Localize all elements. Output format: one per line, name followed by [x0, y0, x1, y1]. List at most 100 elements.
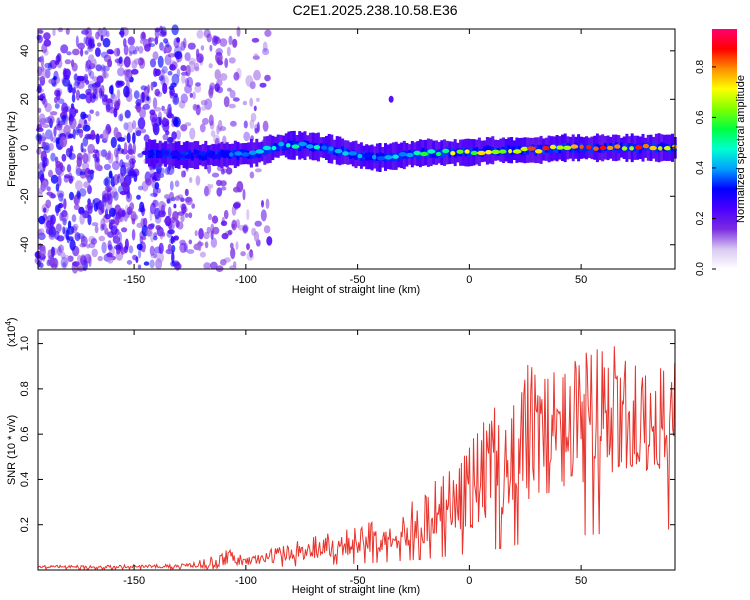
spectrogram-ridge-core	[571, 145, 575, 153]
spectrogram-noise-blob	[220, 168, 225, 175]
spectrogram-noise-blob	[106, 190, 112, 201]
spectrogram-noise-blob	[131, 229, 136, 241]
spectrogram-ridge-peak	[464, 149, 470, 154]
spectrogram-noise-blob	[177, 194, 184, 199]
spectrogram-noise-blob	[40, 55, 45, 67]
spectrogram-noise-blob	[46, 259, 51, 267]
spectrogram-noise-blob	[230, 247, 236, 260]
spectrogram-noise-blob	[169, 63, 174, 71]
spectrogram-noise-blob	[101, 190, 109, 200]
spectrogram-ridge-core	[156, 150, 159, 158]
spectrogram-noise-blob	[169, 180, 174, 191]
spectrogram-noise-blob	[164, 194, 171, 200]
spectrogram-noise-blob	[62, 226, 66, 235]
spectrogram-noise-blob	[188, 212, 193, 219]
spectrogram-noise-blob	[181, 71, 189, 76]
spectrogram-noise-blob	[155, 225, 162, 231]
spectrogram-noise-blob	[154, 207, 161, 220]
spectrogram-noise-blob	[142, 103, 151, 110]
spectrogram-ridge-peak	[534, 149, 543, 154]
spectrogram-noise-blob	[39, 246, 46, 258]
spectrogram-noise-blob	[149, 112, 158, 123]
spectrogram-noise-blob	[52, 28, 56, 37]
spectrogram-noise-blob	[150, 81, 154, 91]
spectrogram-noise-blob	[89, 70, 95, 80]
spectrogram-ridge-core	[485, 145, 489, 153]
spectrogram-ridge-peak	[157, 152, 162, 158]
spectrogram-noise-blob	[210, 237, 218, 248]
spectrogram-noise-blob	[250, 112, 257, 122]
spectrogram-noise-blob	[213, 134, 220, 144]
spectrogram-noise-blob	[246, 251, 255, 261]
spectrogram-ridge-core	[204, 152, 208, 161]
spectrogram-noise-blob	[224, 257, 231, 263]
spectrogram-x-ticks: -150 -100 -50 0 50	[123, 29, 587, 286]
spectrogram-noise-blob	[124, 71, 132, 81]
spectrogram-noise-blob	[127, 168, 135, 179]
spectrogram-ridge-layer	[141, 130, 678, 172]
spectrogram-noise-blob	[194, 66, 200, 72]
snr-y-tick-label: 0.8	[19, 381, 31, 396]
spectrogram-noise-blob	[45, 199, 52, 209]
spectrogram-noise-blob	[200, 99, 208, 106]
spectrogram-noise-blob	[113, 107, 118, 118]
spectrogram-ridge-core	[188, 150, 192, 159]
spectrogram-ridge-peak	[278, 141, 285, 147]
spectrogram-noise-blob	[86, 202, 94, 210]
snr-y-tick-label: 1.0	[19, 336, 31, 351]
spectrogram-noise-blob	[80, 142, 84, 153]
spectrogram-noise-blob	[55, 137, 61, 145]
spectrogram-ridge-peak	[234, 151, 243, 156]
spectrogram-noise-blob	[211, 215, 219, 224]
spectrogram-noise-blob	[206, 183, 211, 196]
spectrogram-ridge-peak	[206, 152, 213, 157]
spectrogram-noise-blob	[184, 197, 192, 203]
spectrogram-ridge-peak	[241, 152, 250, 157]
spectrogram-ridge-core	[539, 144, 543, 153]
spectrogram-noise-blob	[223, 209, 229, 220]
spectrogram-noise-blob	[86, 254, 92, 264]
spectrogram-ridge-peak	[291, 144, 300, 149]
spectrogram-noise-blob	[78, 206, 85, 215]
spectrogram-noise-blob	[160, 75, 166, 86]
spectrogram-noise-blob	[38, 135, 42, 145]
spectrogram-noise-blob	[48, 78, 55, 84]
spectrogram-noise-blob	[93, 84, 98, 95]
spectrogram-noise-blob	[101, 223, 107, 231]
spectrogram-ridge-core	[654, 145, 658, 153]
spectrogram-noise-blob	[51, 136, 58, 143]
spectrogram-ridge-peak	[372, 154, 377, 160]
spectrogram-noise-blob	[77, 42, 85, 50]
spectrogram-noise-blob	[46, 220, 51, 229]
spectrogram-ridge-peak	[384, 155, 393, 160]
spectrogram-noise-blob	[210, 130, 216, 138]
spectrogram-noise-blob	[94, 161, 101, 171]
spectrogram-noise-blob	[261, 200, 264, 208]
spectrogram-noise-blob	[175, 219, 180, 228]
spectrogram-ridge-peak	[549, 144, 557, 150]
spectrogram-ridge-peak	[477, 150, 486, 156]
spectrogram-noise-blob	[184, 77, 190, 87]
spectrogram-x-tick-label: 0	[466, 274, 472, 286]
spectrogram-noise-blob	[104, 152, 110, 160]
spectrogram-noise-blob	[194, 230, 198, 237]
spectrogram-ridge-core	[520, 147, 524, 156]
spectrogram-noise-blob	[229, 89, 236, 99]
spectrogram-noise-blob	[141, 91, 145, 103]
spectrogram-noise-blob	[50, 220, 54, 229]
spectrogram-noise-blob	[156, 164, 162, 175]
spectrogram-noise-blob	[186, 249, 195, 254]
spectrogram-noise-blob	[114, 244, 122, 250]
spectrogram-noise-blob	[128, 76, 134, 83]
spectrogram-noise-blob	[95, 64, 103, 72]
spectrogram-noise-blob	[48, 226, 57, 238]
spectrogram-noise-blob	[179, 242, 187, 253]
spectrogram-noise-blob	[228, 57, 236, 64]
spectrogram-ridge-core	[550, 145, 554, 154]
spectrogram-noise-blob	[170, 235, 174, 245]
spectrogram-ridge-peak	[213, 154, 221, 159]
spectrogram-y-tick-label: 20	[19, 93, 31, 105]
spectrogram-ridge-core	[448, 149, 452, 158]
spectrogram-noise-blob	[224, 57, 229, 69]
spectrogram-noise-blob	[149, 259, 155, 269]
